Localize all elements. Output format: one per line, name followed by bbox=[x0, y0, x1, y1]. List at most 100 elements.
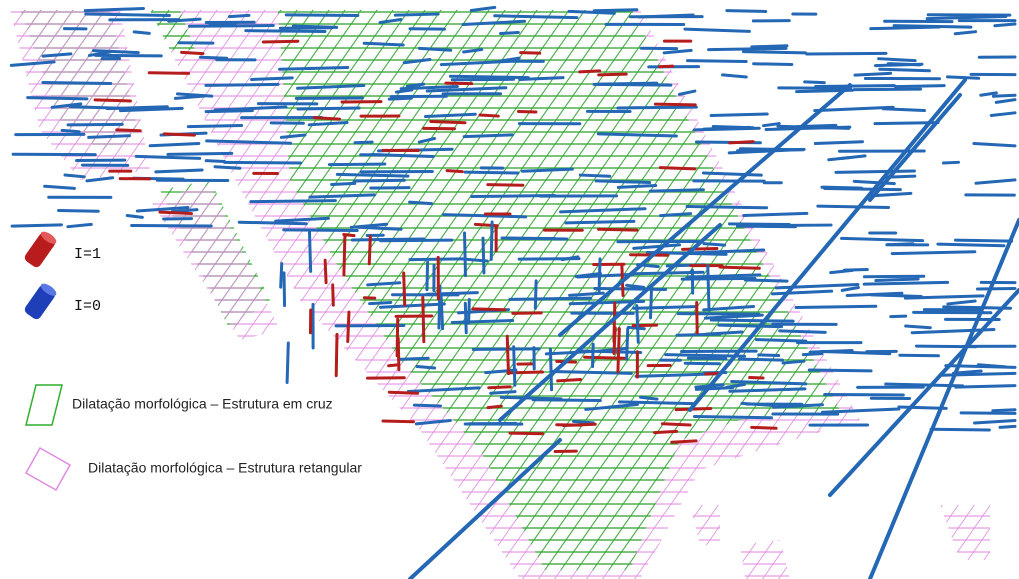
stroke bbox=[66, 222, 93, 229]
stroke bbox=[9, 60, 56, 67]
stroke bbox=[683, 27, 751, 33]
stroke bbox=[874, 277, 920, 283]
stroke bbox=[742, 211, 809, 218]
stroke bbox=[412, 403, 442, 408]
stroke bbox=[648, 188, 705, 193]
stroke bbox=[167, 17, 202, 23]
stroke bbox=[499, 31, 520, 36]
stroke bbox=[26, 96, 89, 101]
stroke bbox=[634, 372, 717, 378]
stroke bbox=[702, 242, 727, 247]
stroke bbox=[778, 329, 827, 334]
long-line bbox=[408, 438, 562, 579]
stroke bbox=[993, 22, 1017, 28]
stroke bbox=[213, 105, 288, 112]
stroke bbox=[397, 356, 430, 361]
stroke bbox=[704, 330, 744, 336]
stroke bbox=[635, 304, 640, 344]
long-line bbox=[688, 78, 967, 412]
green-icon bbox=[25, 384, 63, 426]
stroke bbox=[560, 255, 580, 262]
stroke bbox=[387, 390, 420, 395]
long-line bbox=[868, 218, 1019, 579]
stroke bbox=[544, 350, 594, 356]
stroke bbox=[890, 250, 977, 256]
stroke bbox=[813, 105, 895, 113]
stroke bbox=[770, 289, 834, 296]
stroke bbox=[135, 205, 190, 213]
stroke bbox=[366, 281, 402, 287]
stroke bbox=[512, 345, 517, 387]
stroke bbox=[462, 48, 484, 54]
stroke bbox=[204, 109, 254, 114]
green-volume bbox=[278, 10, 840, 570]
stroke bbox=[593, 286, 668, 291]
stroke bbox=[946, 299, 977, 306]
stroke bbox=[57, 208, 100, 213]
stroke bbox=[244, 29, 327, 33]
stroke bbox=[662, 48, 693, 55]
stroke bbox=[862, 274, 926, 279]
stroke bbox=[83, 6, 145, 13]
stroke bbox=[424, 112, 477, 119]
stroke bbox=[681, 248, 766, 255]
stroke bbox=[346, 310, 351, 343]
stroke bbox=[519, 51, 542, 55]
stroke bbox=[685, 205, 769, 210]
stroke bbox=[632, 243, 682, 250]
stroke bbox=[425, 86, 508, 93]
stroke bbox=[625, 283, 646, 289]
stroke bbox=[816, 204, 891, 209]
stroke bbox=[616, 184, 658, 189]
pink-volume bbox=[150, 185, 280, 340]
stroke bbox=[594, 179, 652, 185]
stroke bbox=[840, 286, 860, 292]
stroke bbox=[706, 264, 711, 312]
stroke bbox=[994, 98, 1017, 104]
stroke bbox=[520, 167, 574, 173]
stroke bbox=[43, 184, 76, 190]
stroke bbox=[307, 230, 313, 273]
stroke bbox=[717, 323, 783, 329]
stroke bbox=[869, 25, 942, 31]
stroke bbox=[548, 347, 554, 392]
stroke bbox=[829, 268, 854, 275]
stroke bbox=[173, 94, 207, 100]
legend-label: I=0 bbox=[74, 298, 101, 315]
stroke bbox=[463, 170, 520, 175]
stroke bbox=[349, 222, 389, 229]
stroke bbox=[945, 75, 981, 80]
stroke bbox=[591, 342, 595, 369]
stroke bbox=[330, 181, 357, 186]
stroke bbox=[115, 128, 142, 133]
stroke bbox=[148, 141, 201, 148]
stroke bbox=[776, 124, 851, 130]
stroke bbox=[670, 439, 698, 444]
stroke bbox=[750, 425, 778, 430]
stroke bbox=[223, 160, 303, 165]
stroke bbox=[282, 228, 359, 232]
stroke bbox=[84, 12, 171, 17]
stroke bbox=[331, 283, 335, 307]
stroke bbox=[518, 76, 565, 82]
stroke bbox=[10, 223, 63, 228]
stroke bbox=[772, 403, 824, 409]
stroke bbox=[774, 282, 860, 290]
stroke bbox=[762, 122, 781, 128]
stroke bbox=[972, 142, 1017, 148]
stroke bbox=[462, 133, 514, 139]
legend-label: I=1 bbox=[74, 246, 101, 263]
stroke bbox=[637, 13, 695, 19]
stroke bbox=[87, 134, 132, 139]
stroke bbox=[285, 341, 290, 384]
stroke bbox=[897, 405, 948, 410]
stroke bbox=[794, 304, 878, 310]
stroke bbox=[414, 419, 452, 426]
stroke bbox=[596, 346, 629, 353]
stroke bbox=[307, 120, 349, 127]
legend-label: Dilatação morfológica – Estrutura em cru… bbox=[72, 396, 333, 412]
stroke bbox=[125, 213, 144, 219]
stroke bbox=[711, 125, 755, 130]
stroke bbox=[805, 51, 888, 56]
stroke bbox=[629, 253, 669, 257]
